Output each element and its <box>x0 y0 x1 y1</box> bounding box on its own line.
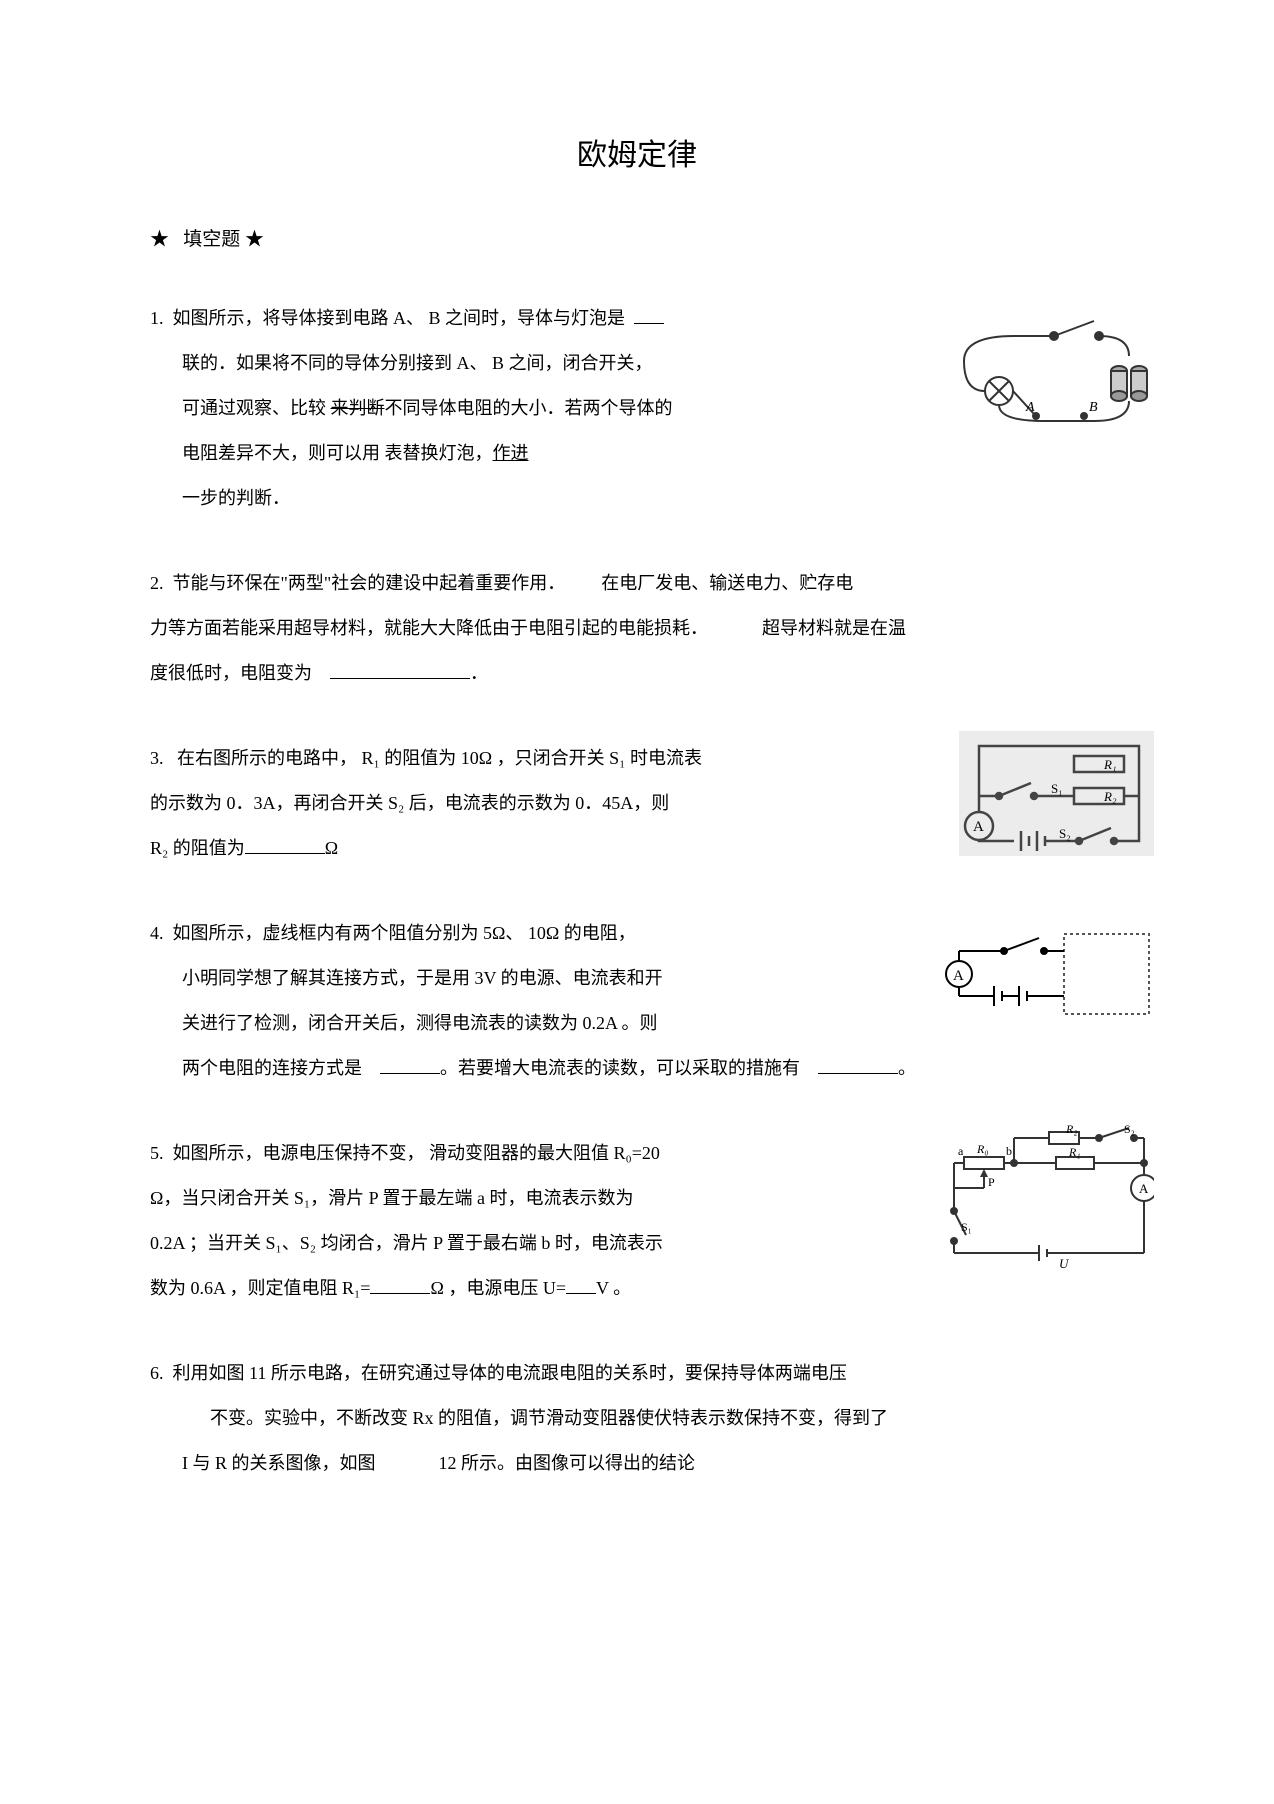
label-B: B <box>1089 400 1098 415</box>
label-ammeter: A <box>953 968 964 984</box>
section-header: ★ 填空题 ★ <box>150 224 1124 251</box>
q6-line2: 不变。实验中，不断改变 Rx 的阻值，调节滑动变阻器使伏特表示数保持不变，得到了 <box>150 1396 1124 1441</box>
q4-line4: 两个电阻的连接方式是 。若要增大电流表的读数，可以采取的措施有 。 <box>150 1046 1124 1091</box>
figure-q4: A <box>944 926 1154 1026</box>
star-suffix: ★ <box>245 229 264 250</box>
q2-line1: 2. 节能与环保在"两型"社会的建设中起着重要作用． 在电厂发电、输送电力、贮存… <box>150 561 1124 606</box>
question-5: a b R₀ P R₂ S₂ R₁ A S₁ U 5. 如图所示，电源电压保持不… <box>150 1131 1124 1311</box>
q2-line2: 力等方面若能采用超导材料，就能大大降低由于电阻引起的电能损耗． 超导材料就是在温 <box>150 606 1124 651</box>
label-S1: S₁ <box>1051 781 1063 796</box>
label-R0: R₀ <box>976 1142 989 1156</box>
label-a: a <box>958 1144 964 1158</box>
figure-q3: A R₁ R₂ S₁ S₂ <box>959 731 1154 856</box>
figure-q5: a b R₀ P R₂ S₂ R₁ A S₁ U <box>944 1123 1154 1273</box>
label-R1: R₁ <box>1068 1145 1081 1159</box>
q6-line1: 6. 利用如图 11 所示电路，在研究通过导体的电流跟电阻的关系时，要保持导体两… <box>150 1351 1124 1396</box>
label-ammeter: A <box>1139 1181 1149 1196</box>
question-3: A R₁ R₂ S₁ S₂ 3. 在右图所示的电路中， R₁ 的阻值为 10Ω … <box>150 736 1124 871</box>
question-4: A 4. 如图所示，虚线框内有两个阻值分别为 5Ω、 10Ω 的电阻， 小明同学… <box>150 911 1124 1091</box>
label-S2: S₂ <box>1124 1123 1135 1136</box>
figure-q1: A B <box>954 306 1154 436</box>
star-prefix: ★ <box>150 229 169 250</box>
label-P: P <box>988 1175 995 1189</box>
question-1: A B 1. 如图所示，将导体接到电路 A、 B 之间时，导体与灯泡是 联的．如… <box>150 296 1124 521</box>
label-ammeter: A <box>973 819 984 835</box>
q6-line3: I 与 R 的关系图像，如图 12 所示。由图像可以得出的结论 <box>150 1441 1124 1486</box>
q1-line4: 电阻差异不大，则可以用 表替换灯泡，作进 <box>150 431 1124 476</box>
section-label: 填空题 <box>183 229 240 250</box>
label-b: b <box>1006 1144 1012 1158</box>
question-6: 6. 利用如图 11 所示电路，在研究通过导体的电流跟电阻的关系时，要保持导体两… <box>150 1351 1124 1486</box>
label-A: A <box>1025 400 1035 415</box>
label-R2: R₂ <box>1103 789 1117 804</box>
q2-line3: 度很低时，电阻变为 ． <box>150 651 1124 696</box>
label-S1: S₁ <box>961 1220 972 1234</box>
label-R2: R₂ <box>1065 1123 1078 1136</box>
q1-line5: 一步的判断． <box>150 476 1124 521</box>
label-S2: S₂ <box>1059 826 1071 841</box>
label-R1: R₁ <box>1103 757 1116 772</box>
document-title: 欧姆定律 <box>150 130 1124 174</box>
label-U: U <box>1059 1256 1070 1271</box>
question-2: 2. 节能与环保在"两型"社会的建设中起着重要作用． 在电厂发电、输送电力、贮存… <box>150 561 1124 696</box>
